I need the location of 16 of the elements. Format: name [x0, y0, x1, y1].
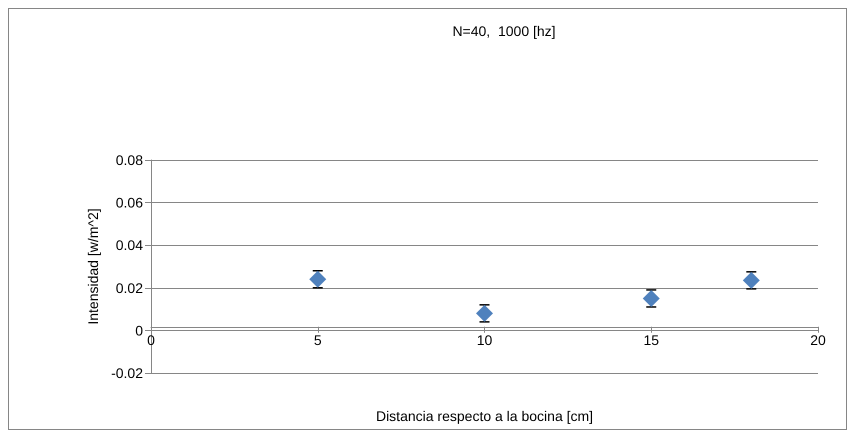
y-tick-label: 0.04 [116, 237, 144, 254]
chart-title: N=40, 1000 [hz] [452, 23, 556, 39]
point [742, 272, 760, 289]
x-tick-label: 20 [810, 332, 826, 348]
point [309, 270, 326, 288]
x-tick-label: 15 [643, 332, 660, 348]
y-tick-label: -0.02 [111, 365, 144, 381]
point [642, 290, 660, 307]
y-tick-label: 0.02 [116, 280, 144, 296]
x-tick-label: 0 [147, 332, 156, 348]
y-tick-label: 0.06 [116, 194, 144, 211]
x-tick-label: 10 [476, 332, 492, 348]
x-axis-title: Distancia respecto a la bocina [cm] [376, 408, 594, 424]
y-tick-label: 0.08 [116, 152, 144, 168]
x-tick-label: 5 [314, 332, 322, 348]
y-axis-title: Intensidad [w/m^2] [85, 208, 102, 325]
